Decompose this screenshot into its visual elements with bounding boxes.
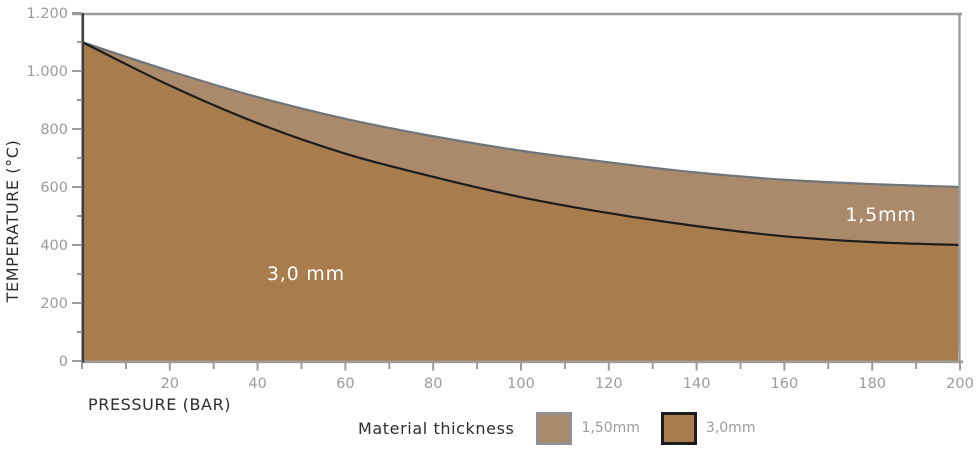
x-tick-label: 80 bbox=[424, 376, 442, 392]
x-tick-label: 120 bbox=[595, 376, 623, 392]
y-tick-label: 1.000 bbox=[26, 64, 68, 80]
x-tick-label: 200 bbox=[946, 376, 974, 392]
legend-swatch-1-5mm bbox=[536, 411, 573, 445]
x-tick-label: 140 bbox=[683, 376, 711, 392]
area-label-1-5mm: 1,5mm bbox=[845, 203, 917, 226]
series-curve-1,50mm bbox=[81, 40, 961, 189]
y-axis-title: TEMPERATURE (°C) bbox=[3, 139, 22, 303]
x-tick-label: 180 bbox=[858, 376, 886, 392]
x-tick-label: 100 bbox=[507, 376, 535, 392]
area-label-3-0mm: 3,0 mm bbox=[266, 263, 345, 285]
legend-swatch-3-0mm bbox=[660, 411, 697, 445]
x-tick-label: 60 bbox=[336, 376, 354, 392]
y-tick-label: 600 bbox=[40, 180, 68, 196]
y-tick-label: 400 bbox=[40, 238, 68, 254]
y-tick-label: 200 bbox=[40, 296, 68, 312]
legend-title: Material thickness bbox=[358, 418, 515, 438]
y-tick-label: 1.200 bbox=[26, 6, 68, 22]
y-tick-label: 0 bbox=[59, 354, 68, 370]
legend: Material thickness 1,50mm 3,0mm bbox=[358, 409, 755, 447]
y-tick-label: 800 bbox=[40, 122, 68, 138]
x-tick-label: 40 bbox=[248, 376, 266, 392]
series-curve-3,0mm bbox=[81, 41, 961, 247]
x-tick-label: 160 bbox=[771, 376, 799, 392]
legend-label-1-5mm: 1,50mm bbox=[581, 420, 640, 436]
legend-label-3-0mm: 3,0mm bbox=[705, 420, 756, 436]
series-area-3,0mm bbox=[82, 42, 960, 361]
x-tick-label: 20 bbox=[161, 376, 179, 392]
x-axis-title: PRESSURE (BAR) bbox=[88, 395, 232, 414]
